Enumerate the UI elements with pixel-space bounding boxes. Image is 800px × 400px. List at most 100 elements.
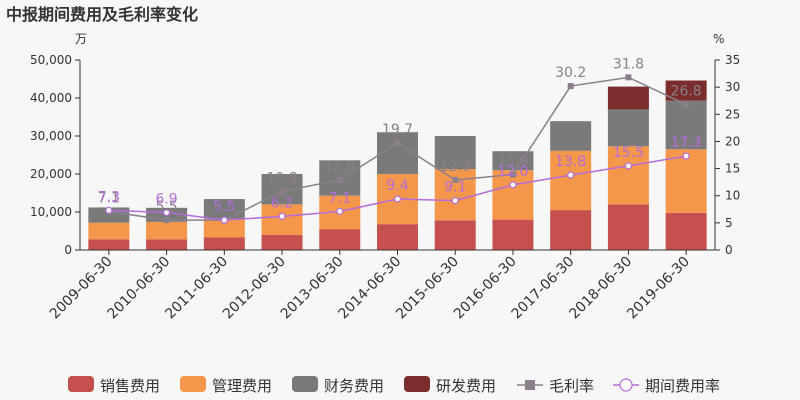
data-label: 12.0 bbox=[497, 164, 528, 180]
data-label: 13.9 bbox=[497, 154, 528, 170]
data-label: 9.1 bbox=[444, 180, 466, 196]
legend-label: 期间费用率 bbox=[645, 377, 720, 395]
bar-segment bbox=[492, 151, 534, 171]
data-label: 5.5 bbox=[213, 199, 235, 215]
line-point bbox=[509, 181, 517, 189]
legend-marker bbox=[525, 380, 535, 390]
bar-segment bbox=[607, 109, 649, 147]
bar-segment bbox=[88, 239, 130, 250]
right-axis-tick-label: 10 bbox=[725, 189, 740, 203]
legend-swatch bbox=[68, 376, 94, 392]
left-axis-tick-label: 30,000 bbox=[30, 129, 72, 143]
left-axis-tick-label: 0 bbox=[64, 243, 72, 257]
left-axis-tick-label: 50,000 bbox=[30, 53, 72, 67]
data-label: 6.9 bbox=[155, 192, 177, 208]
bar-segment bbox=[434, 136, 476, 170]
line-point bbox=[336, 176, 343, 183]
line-point bbox=[509, 171, 516, 178]
data-label: 15.5 bbox=[613, 145, 644, 161]
bar-segment bbox=[377, 224, 418, 250]
bar-segment bbox=[492, 170, 534, 220]
line-point bbox=[393, 195, 402, 203]
chart-title: 中报期间费用及毛利率变化 bbox=[6, 5, 198, 24]
right-axis-unit: % bbox=[713, 32, 724, 46]
line-point bbox=[279, 188, 286, 195]
line-point bbox=[683, 101, 690, 108]
bar-segment bbox=[492, 219, 534, 250]
left-axis-unit: 万 bbox=[75, 32, 87, 46]
bar-segment bbox=[203, 237, 245, 250]
bar-segment bbox=[607, 86, 649, 110]
bar-segment bbox=[550, 150, 592, 211]
bar-segment bbox=[434, 220, 476, 250]
bar-segment bbox=[203, 218, 245, 238]
legend-label: 财务费用 bbox=[324, 377, 384, 395]
right-axis-tick-label: 25 bbox=[725, 107, 740, 121]
line-point bbox=[336, 207, 344, 216]
bar-segment bbox=[261, 234, 303, 250]
data-label: 12.9 bbox=[440, 159, 471, 175]
x-axis-tick-label: 2019-06-30 bbox=[624, 254, 693, 323]
data-label: 26.8 bbox=[671, 84, 702, 100]
right-axis-tick-label: 20 bbox=[725, 134, 740, 148]
line-point bbox=[624, 162, 633, 170]
legend-swatch bbox=[180, 376, 206, 392]
legend-label: 管理费用 bbox=[212, 377, 272, 395]
data-label: 6.2 bbox=[271, 195, 293, 211]
data-label: 7.3 bbox=[98, 189, 120, 205]
right-axis-tick-label: 0 bbox=[725, 243, 733, 257]
data-label: 7.1 bbox=[98, 190, 120, 206]
line-point bbox=[625, 74, 632, 81]
bar-segment bbox=[665, 100, 707, 150]
right-axis-tick-label: 35 bbox=[725, 53, 740, 67]
bar-segment bbox=[146, 221, 188, 240]
bar-segment bbox=[550, 210, 592, 250]
left-axis-tick-label: 20,000 bbox=[30, 167, 72, 181]
legend-marker bbox=[619, 378, 633, 392]
legend-label: 销售费用 bbox=[100, 377, 160, 395]
bar-segment bbox=[319, 229, 361, 250]
legend-label: 毛利率 bbox=[549, 377, 594, 395]
bar-segment bbox=[665, 80, 707, 101]
bar-segment bbox=[146, 239, 188, 250]
line-point bbox=[278, 212, 286, 220]
data-label: 13.8 bbox=[555, 154, 586, 170]
line-point bbox=[220, 216, 228, 224]
right-axis-tick-label: 5 bbox=[725, 216, 733, 230]
bar-segment bbox=[607, 146, 649, 205]
legend-swatch bbox=[404, 376, 430, 392]
right-axis-tick-label: 15 bbox=[725, 162, 740, 176]
line-point bbox=[567, 171, 575, 179]
data-label: 12.9 bbox=[324, 159, 355, 175]
data-label: 30.2 bbox=[555, 65, 586, 81]
line-point bbox=[105, 206, 113, 214]
line-point bbox=[451, 197, 459, 205]
data-label: 5.5 bbox=[155, 199, 177, 215]
line-point bbox=[162, 208, 171, 217]
bar-segment bbox=[88, 222, 130, 240]
left-axis-tick-label: 10,000 bbox=[30, 205, 72, 219]
bar-segment bbox=[607, 204, 649, 250]
data-label: 17.3 bbox=[671, 135, 702, 151]
bar-segment bbox=[665, 149, 707, 213]
data-label: 31.8 bbox=[613, 56, 644, 72]
legend-swatch bbox=[292, 376, 318, 392]
data-label: 10.8 bbox=[266, 170, 297, 186]
bar-segment bbox=[377, 132, 418, 174]
right-axis-tick-label: 30 bbox=[725, 80, 740, 94]
left-axis-tick-label: 40,000 bbox=[30, 91, 72, 105]
line-point bbox=[394, 140, 401, 147]
legend-label: 研发费用 bbox=[436, 377, 496, 395]
data-label: 7.1 bbox=[329, 190, 351, 206]
line-point bbox=[567, 83, 574, 90]
line-point bbox=[452, 176, 459, 183]
bar-segment bbox=[203, 199, 245, 219]
line-point bbox=[682, 152, 690, 160]
bar-segment bbox=[550, 121, 592, 151]
bar-segment bbox=[665, 212, 707, 250]
line-point bbox=[163, 217, 170, 224]
data-label: 19.7 bbox=[382, 122, 413, 138]
data-label: 9.4 bbox=[386, 178, 408, 194]
